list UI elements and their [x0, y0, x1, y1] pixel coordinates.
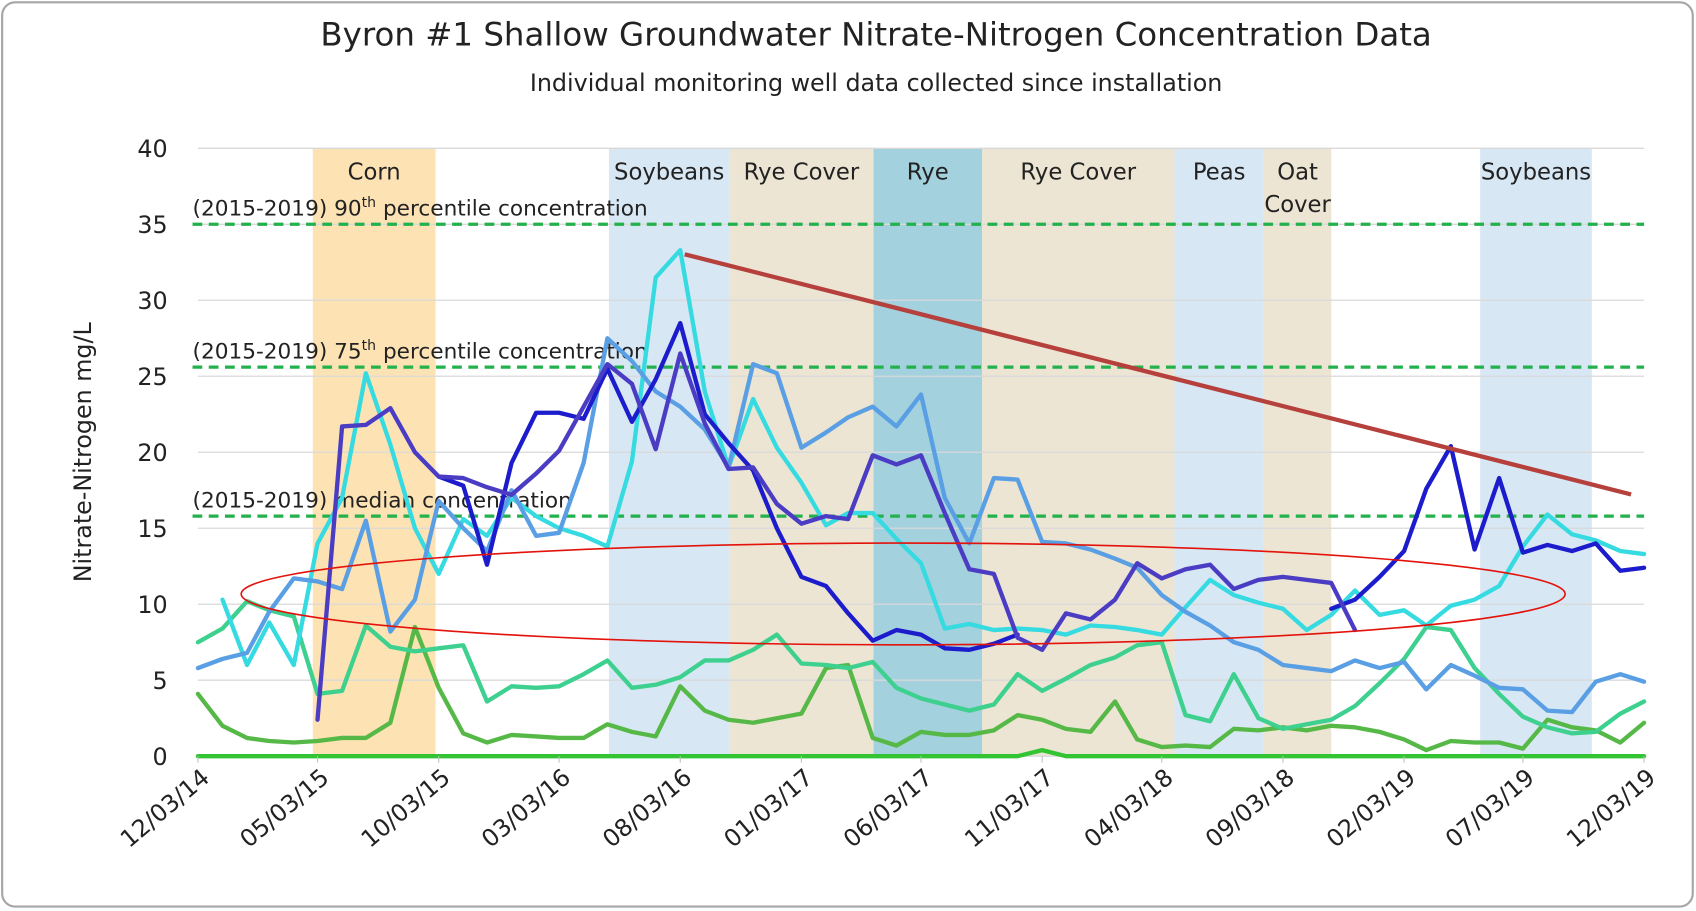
y-tick-label: 5	[153, 667, 168, 695]
data-line	[195, 624, 1647, 753]
y-tick-label: 30	[137, 287, 167, 315]
lines	[195, 247, 1647, 759]
band-label: Rye Cover	[1020, 160, 1136, 186]
y-tick-label: 10	[137, 591, 167, 619]
reference-label-part: th	[362, 338, 376, 354]
reference-label: (2015-2019) 75th percentile concentratio…	[193, 338, 648, 365]
data-line	[1329, 444, 1647, 611]
band-label: Rye Cover	[744, 160, 860, 186]
chart-title: Byron #1 Shallow Groundwater Nitrate-Nit…	[320, 16, 1431, 54]
reference-lines: (2015-2019) 90th percentile concentratio…	[192, 195, 1645, 520]
y-tick-label: 35	[137, 211, 167, 239]
data-line	[220, 247, 1647, 668]
band-label: Soybeans	[1481, 160, 1591, 186]
y-tick-label: 20	[137, 439, 167, 467]
data-line	[436, 320, 1020, 652]
y-axis-label: Nitrate-Nitrogen mg/L	[69, 321, 97, 582]
band-label: Oat	[1277, 160, 1318, 186]
trend-line	[684, 252, 1632, 497]
reference-label-part: (2015-2019) 75	[193, 339, 362, 364]
band-label: Soybeans	[614, 160, 724, 186]
y-tick-label: 25	[137, 363, 167, 391]
data-line	[315, 351, 1358, 722]
band-label: Peas	[1193, 160, 1246, 186]
reference-label: (2015-2019) 90th percentile concentratio…	[193, 195, 648, 222]
y-tick-label: 0	[153, 743, 168, 771]
data-line	[195, 336, 1647, 715]
reference-label-part: percentile concentration	[376, 197, 648, 222]
highlight-ellipse	[240, 542, 1566, 646]
band-label: Rye	[907, 160, 949, 186]
reference-label-part: th	[362, 195, 376, 211]
band-label: Corn	[348, 160, 401, 186]
y-tick-label: 40	[137, 135, 167, 163]
data-line	[195, 599, 1647, 736]
reference-label-part: (2015-2019) 90	[193, 197, 362, 222]
band-label: Cover	[1264, 192, 1331, 218]
y-tick-label: 15	[137, 515, 167, 543]
chart-subtitle: Individual monitoring well data collecte…	[530, 69, 1223, 97]
